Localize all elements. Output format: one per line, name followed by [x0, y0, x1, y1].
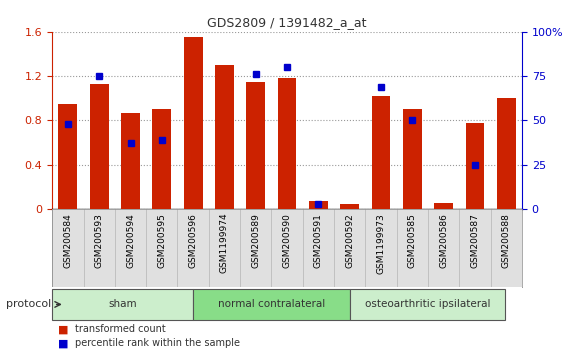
FancyBboxPatch shape — [52, 289, 193, 320]
Bar — [340, 204, 359, 209]
Text: GSM200585: GSM200585 — [408, 213, 417, 268]
Bar — [434, 203, 453, 209]
Bar — [466, 122, 484, 209]
Text: percentile rank within the sample: percentile rank within the sample — [75, 338, 240, 348]
Text: ■: ■ — [58, 338, 68, 348]
Text: GSM200592: GSM200592 — [345, 213, 354, 268]
Text: GSM1199973: GSM1199973 — [376, 213, 386, 274]
Text: GSM200587: GSM200587 — [470, 213, 480, 268]
Text: GSM200593: GSM200593 — [95, 213, 104, 268]
Text: GSM200594: GSM200594 — [126, 213, 135, 268]
Bar — [90, 84, 108, 209]
Text: normal contralateral: normal contralateral — [218, 299, 325, 309]
Text: GSM200596: GSM200596 — [188, 213, 198, 268]
Bar — [246, 82, 265, 209]
Text: protocol: protocol — [6, 299, 51, 309]
Text: GSM200589: GSM200589 — [251, 213, 260, 268]
Text: transformed count: transformed count — [75, 324, 166, 334]
Bar — [309, 201, 328, 209]
Text: GSM200588: GSM200588 — [502, 213, 511, 268]
Text: ■: ■ — [58, 324, 68, 334]
Text: sham: sham — [108, 299, 137, 309]
FancyBboxPatch shape — [193, 289, 350, 320]
Bar — [372, 96, 390, 209]
Bar — [497, 98, 516, 209]
Title: GDS2809 / 1391482_a_at: GDS2809 / 1391482_a_at — [208, 16, 367, 29]
Text: GSM200591: GSM200591 — [314, 213, 323, 268]
Text: osteoarthritic ipsilateral: osteoarthritic ipsilateral — [364, 299, 490, 309]
Bar — [278, 78, 296, 209]
Bar — [403, 109, 422, 209]
Bar — [184, 38, 202, 209]
Bar — [59, 104, 77, 209]
Text: GSM200595: GSM200595 — [157, 213, 166, 268]
Bar — [215, 65, 234, 209]
Text: GSM200586: GSM200586 — [439, 213, 448, 268]
Text: GSM200590: GSM200590 — [282, 213, 292, 268]
Text: GSM200584: GSM200584 — [63, 213, 72, 268]
Text: GSM1199974: GSM1199974 — [220, 213, 229, 273]
Bar — [121, 113, 140, 209]
FancyBboxPatch shape — [350, 289, 505, 320]
Bar — [153, 109, 171, 209]
